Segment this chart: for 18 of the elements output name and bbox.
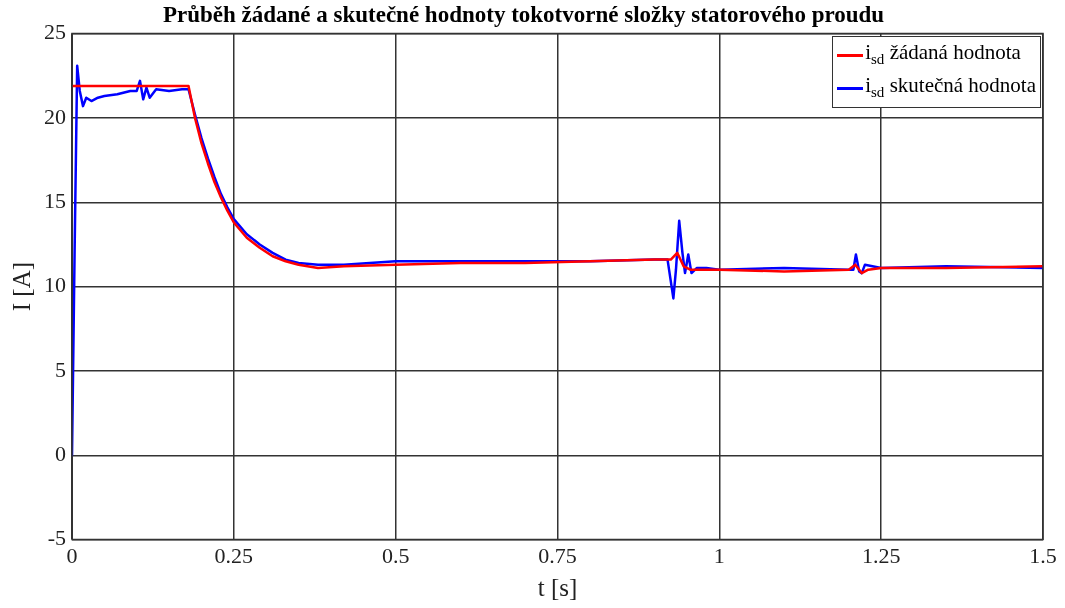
y-tick-label: 20 xyxy=(44,103,66,129)
legend-label: i$_{sd}$ žádaná hodnota xyxy=(865,38,1021,69)
y-tick-label: 10 xyxy=(44,272,66,298)
x-tick-label: 0.25 xyxy=(214,542,254,568)
y-tick-label: -5 xyxy=(47,525,66,551)
x-tick-label: 0.75 xyxy=(538,542,577,568)
y-tick-label: 5 xyxy=(55,356,66,382)
x-tick-label: 0.5 xyxy=(381,542,410,568)
y-tick-label: 0 xyxy=(55,441,66,467)
y-tick-label: 15 xyxy=(44,188,66,214)
chart-title: Průběh žádané a skutečné hodnoty tokotvorné složky statorového proudu xyxy=(162,1,885,27)
x-axis-title: t [s] xyxy=(537,573,578,601)
x-tick-label: 1.25 xyxy=(861,542,901,568)
legend-label: i$_{sd}$ skutečná hodnota xyxy=(865,71,1036,102)
x-tick-label: 1 xyxy=(713,542,725,568)
y-tick-label: 25 xyxy=(44,19,66,45)
y-axis-title: I [A] xyxy=(7,261,35,312)
x-tick-label: 1.5 xyxy=(1029,542,1057,568)
